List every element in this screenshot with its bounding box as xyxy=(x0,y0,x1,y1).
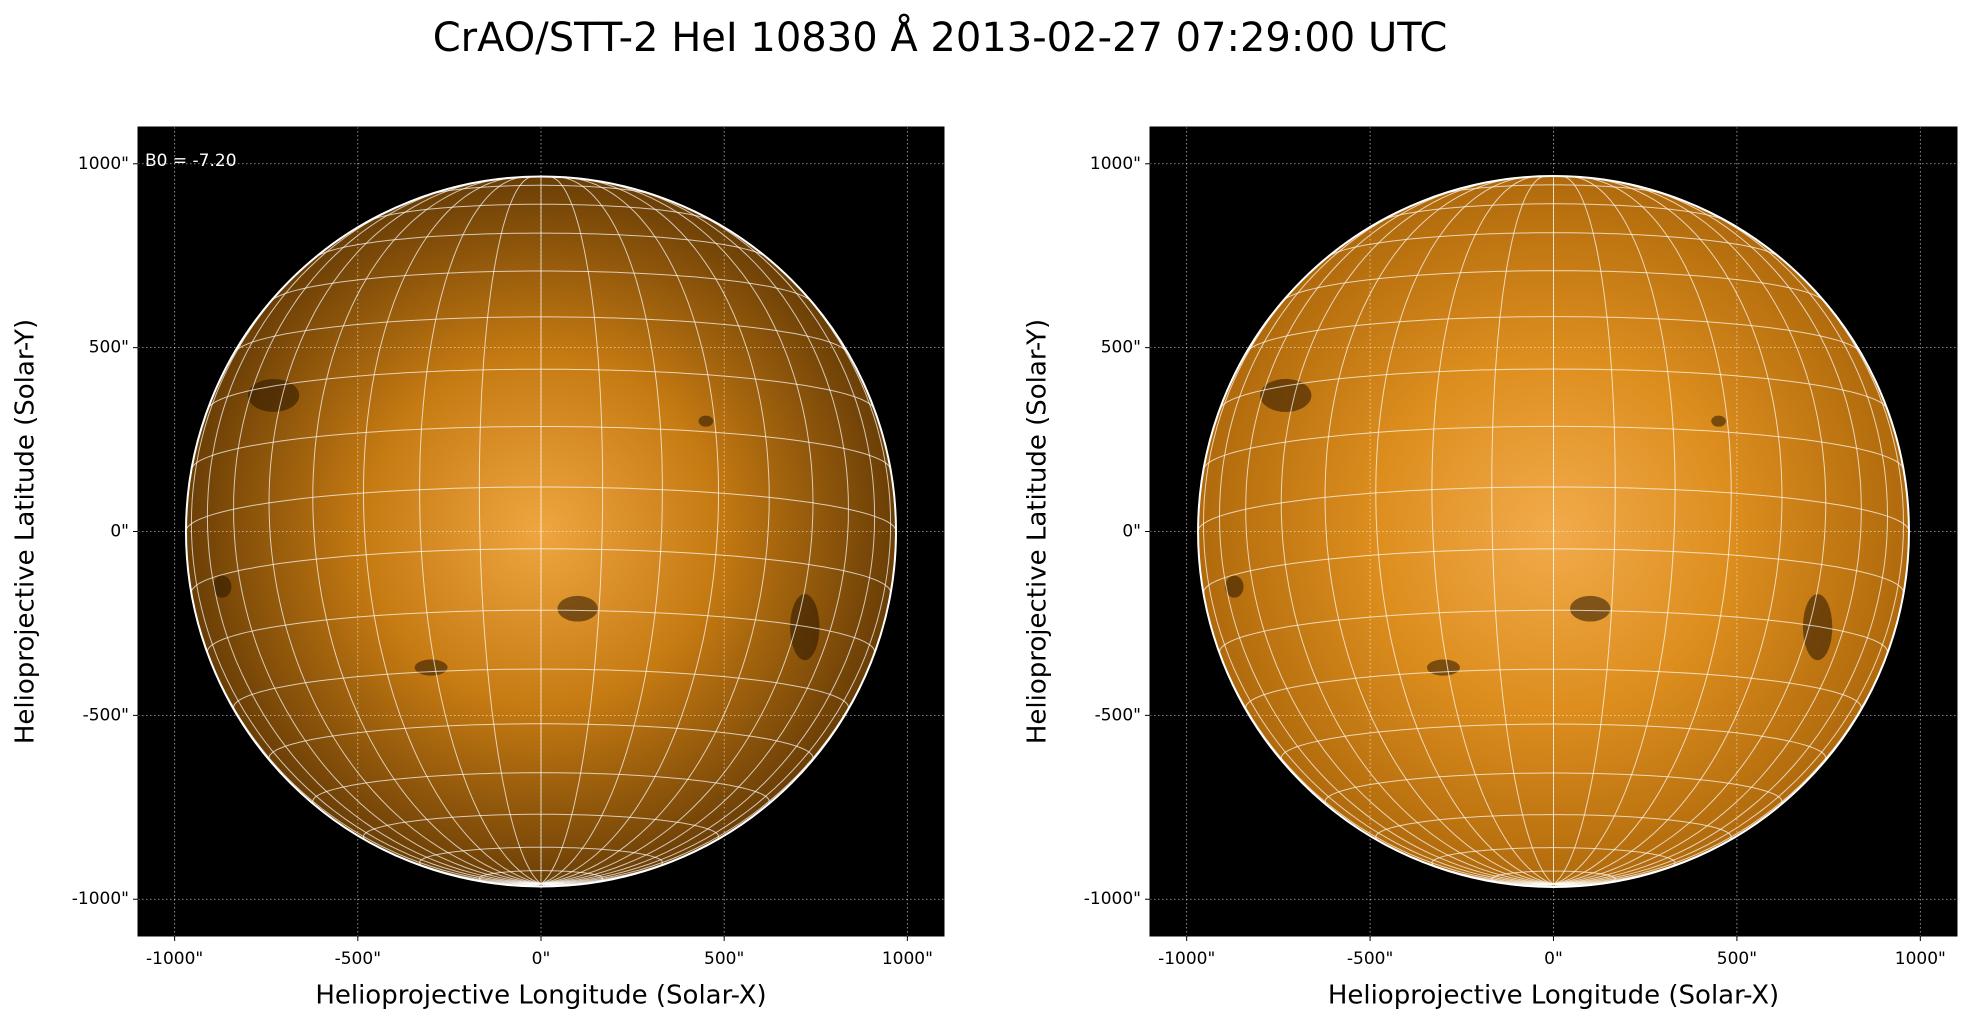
figure-title: CrAO/STT-2 HeI 10830 Å 2013-02-27 07:29:… xyxy=(433,13,1448,61)
heliographic-grid-line xyxy=(1247,316,1860,352)
y-tick-label: 500" xyxy=(89,338,129,358)
y-tick-label: -1000" xyxy=(1084,889,1141,909)
dark-filament xyxy=(1570,595,1611,622)
heliographic-grid-line xyxy=(234,316,848,352)
dark-filament xyxy=(213,575,232,598)
heliographic-grid-line xyxy=(1203,548,1904,593)
dark-filament xyxy=(414,659,448,676)
heliographic-grid-line xyxy=(207,368,875,409)
heliographic-grid-line xyxy=(1553,198,1889,885)
heliographic-grid-line xyxy=(1324,177,1554,885)
heliographic-grid-line xyxy=(1218,609,1889,654)
heliographic-grid-line xyxy=(191,426,891,469)
heliographic-grid-line xyxy=(1440,184,1667,195)
heliographic-grid-line xyxy=(206,609,876,654)
dark-filament xyxy=(698,415,714,427)
dark-filament xyxy=(247,378,300,412)
heliographic-grid-line xyxy=(419,176,542,885)
x-tick-label: 1000" xyxy=(1895,949,1946,969)
heliographic-grid-line xyxy=(1245,185,1554,885)
y-tick-label: 500" xyxy=(1101,338,1141,358)
y-tick-label: 1000" xyxy=(1090,154,1141,174)
x-tick-label: 0" xyxy=(532,949,551,969)
heliographic-grid-line xyxy=(1245,668,1862,711)
y-tick-label: -500" xyxy=(1095,705,1141,725)
heliographic-grid-line xyxy=(540,176,604,885)
heliographic-grid-line xyxy=(1375,177,1554,885)
dark-filament xyxy=(1260,378,1312,412)
heliographic-grid-line xyxy=(1283,270,1824,301)
heliographic-grid-line xyxy=(190,248,542,885)
heliographic-grid-line xyxy=(312,772,770,806)
y-tick-label: -1000" xyxy=(72,889,129,909)
heliographic-grid-line xyxy=(1202,248,1554,885)
y-tick-label: 1000" xyxy=(78,154,129,174)
y-axis-label: Helioprojective Latitude (Solar-Y) xyxy=(11,319,41,744)
y-tick-label: 0" xyxy=(1122,522,1141,542)
heliographic-grid-line xyxy=(540,178,770,885)
dark-filament xyxy=(557,595,598,622)
heliographic-grid-line xyxy=(1553,177,1783,885)
heliographic-grid-line xyxy=(1491,175,1554,885)
annotation: B0 = -7.20 xyxy=(145,151,237,171)
x-tick-label: 1000" xyxy=(882,949,933,969)
y-tick-label: -500" xyxy=(83,705,129,725)
heliographic-grid-line xyxy=(233,186,542,885)
x-tick-label: 500" xyxy=(1717,949,1757,969)
x-tick-label: -1000" xyxy=(146,949,203,969)
heliographic-grid-line xyxy=(428,184,654,196)
dark-filament xyxy=(1426,659,1460,676)
heliographic-grid-line xyxy=(1324,772,1783,806)
heliographic-grid-line xyxy=(362,813,720,842)
y-axis-label: Helioprojective Latitude (Solar-Y) xyxy=(1023,319,1053,744)
heliographic-grid-line xyxy=(1553,176,1676,885)
dark-filament xyxy=(1711,415,1726,427)
x-axis-label: Helioprojective Longitude (Solar-X) xyxy=(1328,981,1779,1011)
heliographic-grid-line xyxy=(312,178,542,885)
heliographic-grid-line xyxy=(540,186,849,885)
axes-frame xyxy=(137,126,945,937)
heliographic-grid-line xyxy=(478,870,604,885)
heliographic-grid-line xyxy=(190,548,892,593)
x-tick-label: -500" xyxy=(1347,949,1393,969)
x-tick-label: 0" xyxy=(1544,949,1563,969)
heliographic-grid-line xyxy=(233,668,849,711)
heliographic-grid-line xyxy=(540,248,892,885)
heliographic-grid-line xyxy=(1431,176,1554,885)
heliographic-grid-line xyxy=(1553,185,1862,885)
x-tick-label: 500" xyxy=(704,949,744,969)
heliographic-grid-line xyxy=(362,177,542,885)
dark-filament xyxy=(790,594,820,661)
heliographic-grid-line xyxy=(1553,175,1616,885)
x-tick-label: -500" xyxy=(335,949,381,969)
heliographic-grid-line xyxy=(1203,425,1904,469)
heliographic-grid-line xyxy=(1553,248,1905,885)
heliographic-grid-line xyxy=(540,198,876,885)
heliographic-grid-line xyxy=(1375,814,1732,842)
heliographic-grid-line xyxy=(1218,198,1554,885)
x-tick-label: -1000" xyxy=(1158,949,1215,969)
map-panel: -1000" -500" 0" 500" 1000" -1000" -500" 0" 500" 1… xyxy=(11,126,945,1011)
heliographic-grid-line xyxy=(206,198,542,885)
x-axis-label: Helioprojective Longitude (Solar-X) xyxy=(315,981,766,1011)
heliographic-grid-line xyxy=(540,177,720,885)
axes-frame xyxy=(1149,126,1958,937)
heliographic-grid-line xyxy=(1553,177,1732,885)
y-tick-label: 0" xyxy=(110,522,129,542)
dark-filament xyxy=(1802,594,1833,661)
map-panel: -1000" -500" 0" 500" 1000" -1000" -500" 0" 500" 1… xyxy=(1023,126,1958,1011)
heliographic-grid-line xyxy=(540,176,663,885)
dark-filament xyxy=(1225,575,1244,598)
heliographic-grid-line xyxy=(316,232,766,258)
heliographic-grid-line xyxy=(478,176,542,885)
heliographic-grid-line xyxy=(1219,368,1888,409)
